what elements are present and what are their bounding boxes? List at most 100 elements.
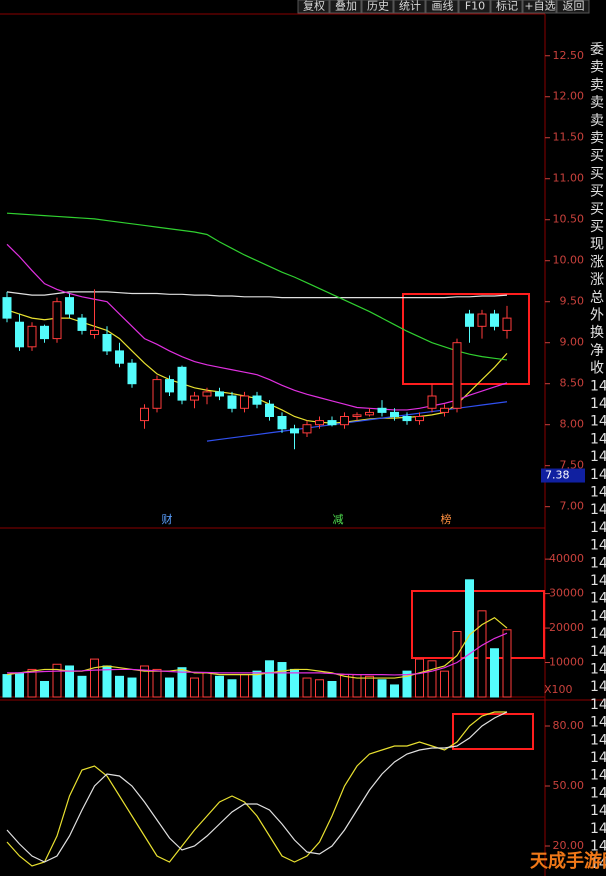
candle-body (202, 391, 212, 397)
volume-bar (477, 610, 487, 698)
side-panel-label: 14 (590, 431, 606, 447)
volume-unit: X100 (544, 683, 573, 696)
toolbar-button-bg[interactable] (361, 0, 394, 14)
candle-body (227, 395, 237, 409)
toolbar-button-bg[interactable] (297, 0, 330, 14)
side-panel-label: 买 (590, 184, 604, 200)
volume-bar (440, 670, 449, 698)
candle-body (177, 366, 187, 401)
volume-bar (190, 677, 199, 698)
indicator-line (6, 212, 508, 361)
event-annotation: 减 (333, 513, 344, 526)
volume-bar (427, 660, 437, 698)
side-panel-label: 14 (590, 485, 606, 501)
side-panel-label: 14 (590, 679, 606, 695)
toolbar-button-bg[interactable] (556, 0, 590, 14)
volume-bar (127, 677, 137, 698)
y-tick-label: 20.00 (553, 839, 585, 852)
candle-body (52, 301, 62, 340)
toolbar-button-bg[interactable] (490, 0, 523, 14)
volume-bar (165, 677, 174, 698)
event-annotation: 财 (162, 512, 173, 526)
candle-body (152, 379, 162, 409)
toolbar-button-bg[interactable] (329, 0, 362, 14)
candle-body (315, 420, 324, 426)
side-panel-label: 买 (590, 201, 604, 217)
candle-body (90, 329, 99, 336)
candle-body (477, 313, 487, 327)
candle-body (2, 297, 12, 319)
volume-bar (65, 665, 74, 698)
y-tick-label: 12.00 (553, 90, 585, 103)
toolbar-button[interactable]: 返回 (563, 0, 585, 13)
side-panel-label: 14 (590, 697, 606, 713)
candle-body (402, 415, 412, 422)
volume-bar (402, 670, 412, 698)
candle-body (27, 325, 37, 348)
toolbar-button[interactable]: 历史 (367, 0, 389, 13)
y-tick-label: 50.00 (553, 779, 585, 792)
side-panel-label: 14 (590, 785, 606, 801)
toolbar-button-bg[interactable] (425, 0, 459, 14)
price-marker-label: 7.38 (545, 469, 570, 482)
side-panel-label: 卖 (590, 77, 604, 93)
volume-bar (27, 668, 37, 698)
side-panel-label: 14 (590, 715, 606, 731)
y-tick-label: 11.00 (553, 172, 585, 185)
candle-body (165, 379, 174, 393)
indicator-line (6, 243, 508, 411)
side-panel-label: 14 (590, 803, 606, 819)
toolbar-button[interactable]: 统计 (399, 0, 421, 13)
toolbar-button[interactable]: +自选 (524, 0, 555, 13)
side-panel-label: 14 (590, 573, 606, 589)
side-panel-label: 14 (590, 502, 606, 518)
volume-bar (277, 662, 287, 698)
candle-body (427, 395, 437, 409)
toolbar-button[interactable]: 叠加 (335, 0, 357, 13)
volume-bar (465, 579, 474, 698)
volume-bar (90, 658, 99, 698)
volume-bar (327, 680, 337, 698)
candle-body (302, 424, 312, 434)
side-panel-label: 14 (590, 662, 606, 678)
side-panel-label: 卖 (590, 95, 604, 111)
volume-bar (102, 665, 112, 698)
toolbar-button[interactable]: 复权 (303, 0, 325, 13)
volume-bar (152, 668, 162, 698)
side-panel-label: 14 (590, 821, 606, 837)
toolbar-button[interactable]: 标记 (496, 0, 518, 13)
candle-body (240, 395, 249, 409)
side-panel-label: 买 (590, 219, 604, 235)
y-tick-label: 10.50 (553, 213, 585, 226)
side-panel-label: 涨 (590, 272, 604, 288)
highlight-box (402, 293, 530, 385)
toolbar-button[interactable]: F10 (465, 0, 485, 13)
volume-bar (202, 672, 212, 698)
watermark: 天成手游网 (530, 850, 606, 872)
toolbar-button[interactable]: 画线 (432, 0, 454, 13)
volume-bar (240, 674, 249, 698)
side-panel-label: 收 (590, 361, 604, 377)
indicator-line (6, 711, 508, 863)
side-panel-label: 14 (590, 626, 606, 642)
y-tick-label: 8.50 (560, 377, 585, 390)
candle-body (252, 395, 262, 405)
candle-body (190, 395, 199, 401)
side-panel-label: 14 (590, 856, 606, 872)
toolbar-button-bg[interactable] (522, 0, 557, 14)
side-panel-label: 换 (590, 324, 604, 341)
price-marker (541, 468, 585, 483)
volume-bar (340, 674, 349, 698)
indicator-line (6, 617, 508, 679)
side-panel-label: 14 (590, 644, 606, 660)
volume-bar (490, 648, 499, 698)
toolbar-button-bg[interactable] (393, 0, 426, 14)
volume-bar (15, 672, 24, 698)
candle-body (65, 297, 74, 315)
y-tick-label: 9.00 (560, 336, 585, 349)
candle-body (102, 334, 112, 352)
volume-bar (115, 675, 124, 698)
toolbar-button-bg[interactable] (458, 0, 491, 14)
side-panel-label: 14 (590, 591, 606, 607)
